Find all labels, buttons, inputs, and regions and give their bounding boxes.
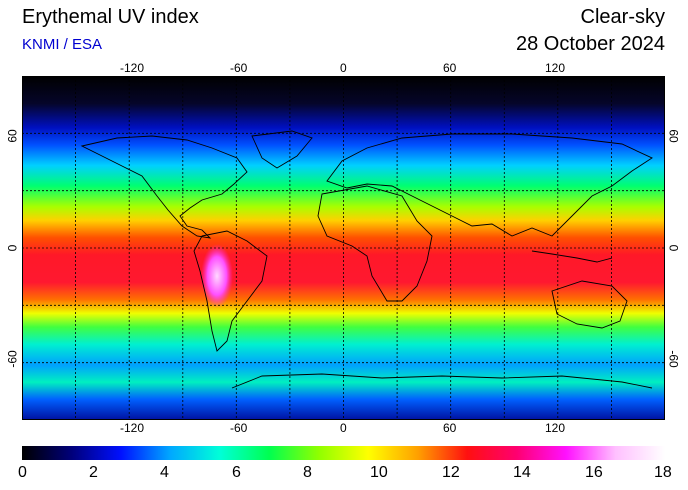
colorbar-label: 18 (654, 464, 672, 481)
map-frame (22, 76, 665, 420)
lon-tick-top: -120 (120, 61, 145, 75)
lat-tick-left: -60 (5, 350, 20, 368)
map-title: Erythemal UV index (22, 6, 199, 28)
lat-tick-left: 0 (5, 244, 20, 252)
australia-outline (551, 280, 628, 329)
lat-tick-right: 60 (666, 129, 681, 143)
antarctica-outline (231, 373, 653, 389)
europe-asia-outline (326, 133, 653, 237)
colorbar-label: 12 (442, 464, 460, 481)
map-date: 28 October 2024 (516, 33, 665, 55)
lon-tick-top: 0 (340, 61, 347, 75)
sky-condition: Clear-sky (580, 6, 665, 28)
graticule (22, 76, 665, 420)
north-america-outline (80, 135, 248, 239)
lon-tick-bottom: -60 (230, 421, 248, 435)
source-credit: KNMI / ESA (22, 36, 103, 53)
lon-tick-bottom: -120 (120, 421, 145, 435)
lon-tick-bottom: 60 (443, 421, 457, 435)
south-america-outline (193, 230, 268, 352)
lon-tick-top: 60 (443, 61, 457, 75)
africa-outline (317, 185, 433, 302)
colorbar-label: 2 (89, 464, 98, 481)
colorbar-label: 8 (303, 464, 312, 481)
andes-high-uv (201, 244, 233, 308)
colorbar-label: 0 (18, 464, 27, 481)
colorbar-label: 14 (513, 464, 531, 481)
indonesia-outline (531, 250, 613, 263)
uv-colorbar (22, 446, 665, 460)
lon-tick-bottom: 120 (545, 421, 566, 435)
lon-tick-bottom: 0 (340, 421, 347, 435)
uv-index-map (22, 76, 665, 420)
lon-tick-top: 120 (545, 61, 566, 75)
colorbar-label: 16 (585, 464, 603, 481)
colorbar-label: 10 (370, 464, 388, 481)
coastlines (80, 130, 653, 389)
greenland-outline (251, 130, 313, 169)
colorbar-label: 4 (160, 464, 169, 481)
lat-tick-left: 60 (5, 129, 20, 143)
colorbar-label: 6 (232, 464, 241, 481)
lat-tick-right: -60 (666, 350, 681, 368)
lat-tick-right: 0 (666, 244, 681, 252)
lon-tick-top: -60 (230, 61, 248, 75)
